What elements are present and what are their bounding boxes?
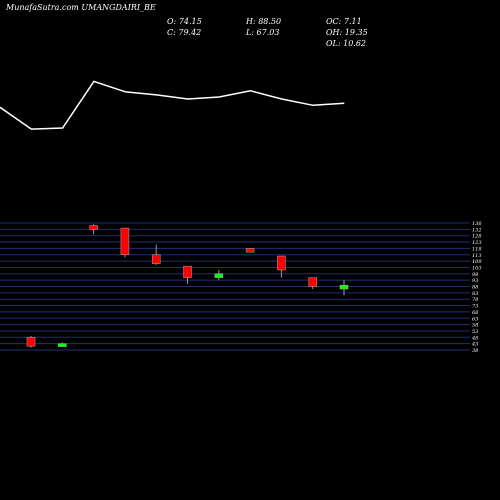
ol-value: OL: 10.62	[326, 39, 367, 48]
candle-body	[339, 284, 349, 290]
y-tick-label: 93	[472, 278, 478, 284]
candle-body	[308, 277, 317, 287]
candle-body	[89, 225, 98, 230]
low-value: L: 67.03	[246, 28, 280, 37]
candle-body	[151, 254, 161, 264]
y-tick-label: 38	[472, 348, 478, 354]
open-value: O: 74.15	[167, 17, 202, 26]
candle-body	[214, 273, 224, 278]
candle-body	[277, 255, 286, 271]
y-tick-label: 48	[471, 335, 478, 341]
oh-value: OH: 19.35	[326, 28, 368, 37]
y-tick-label: 128	[472, 234, 482, 240]
y-tick-label: 88	[472, 285, 478, 291]
y-tick-label: 118	[472, 246, 482, 252]
y-tick-label: 98	[472, 272, 478, 278]
y-tick-label: 136	[472, 221, 482, 227]
candle-body	[58, 343, 67, 347]
y-tick-label: 63	[472, 316, 478, 322]
y-tick-label: 68	[472, 310, 478, 316]
y-tick-label: 58	[472, 323, 478, 329]
candle-body	[120, 227, 130, 256]
y-tick-label: 83	[472, 291, 478, 297]
high-value: H: 88.50	[246, 17, 282, 26]
candle-body	[26, 337, 36, 347]
candle-body	[245, 248, 255, 253]
candle-body	[183, 265, 192, 278]
y-tick-label: 43	[471, 342, 478, 348]
price-line	[0, 80, 345, 130]
y-tick-label: 53	[472, 329, 478, 335]
y-tick-label: 113	[472, 253, 482, 259]
y-tick-label: 103	[472, 265, 482, 271]
y-tick-label: 73	[472, 304, 478, 310]
y-tick-label: 123	[472, 240, 482, 246]
oc-value: OC: 7.11	[326, 17, 362, 26]
chart-title: MunafaSutra.com UMANGDAIRI_BE	[6, 3, 156, 12]
y-tick-label: 109	[472, 259, 482, 265]
y-tick-label: 78	[472, 297, 478, 303]
close-value: C: 79.42	[167, 28, 202, 37]
y-tick-label: 132	[472, 227, 482, 233]
